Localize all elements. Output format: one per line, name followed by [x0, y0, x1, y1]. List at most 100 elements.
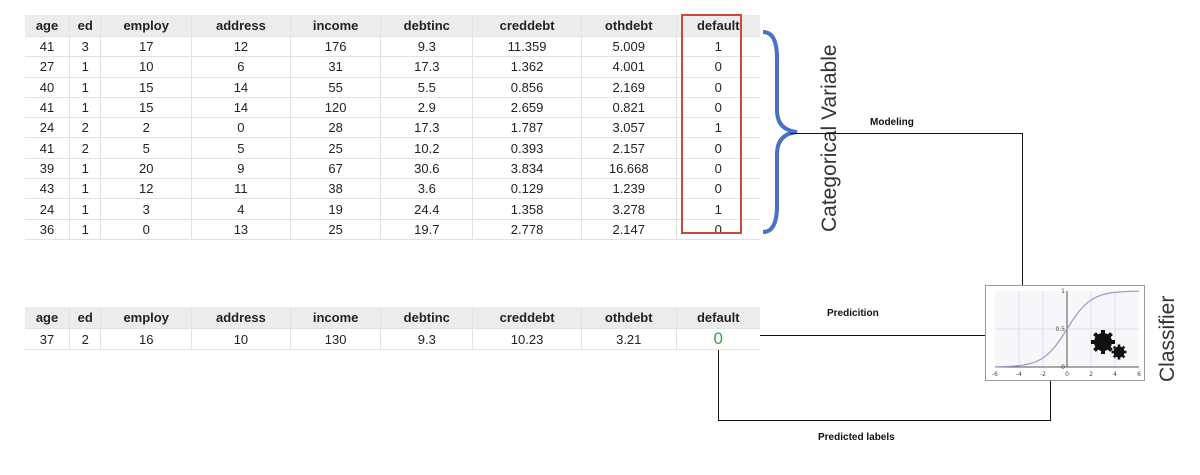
cell-age: 24 [25, 117, 71, 139]
y-tick-label: 1 [1061, 288, 1065, 295]
x-tick-label: 2 [1089, 371, 1093, 378]
cell-ed: 2 [69, 328, 102, 350]
cell-age: 43 [25, 178, 71, 200]
cell-creddebt: 0.129 [472, 178, 582, 200]
classifier-label: Classifier [1156, 295, 1179, 382]
cell-ed: 1 [69, 198, 102, 220]
cell-default: 0 [676, 178, 760, 200]
table-row: 24 2 2 0 28 17.3 1.787 3.057 1 [25, 117, 760, 139]
column-header-income: income [290, 15, 382, 37]
cell-age: 40 [25, 77, 71, 98]
cell-othdebt: 2.169 [581, 77, 677, 98]
cell-othdebt: 2.147 [581, 219, 677, 240]
predicted-default-value: 0 [676, 328, 760, 350]
cell-creddebt: 1.358 [472, 198, 582, 220]
training-table: age ed employ address income debtinc creddebt o… [25, 15, 760, 240]
cell-employ: 3 [100, 198, 192, 220]
x-tick-label: -4 [1016, 371, 1022, 378]
cell-othdebt: 2.157 [581, 137, 677, 159]
cell-ed: 1 [69, 56, 102, 78]
cell-creddebt: 2.778 [472, 219, 582, 240]
cell-creddebt: 11.359 [472, 36, 582, 58]
cell-default: 0 [676, 219, 760, 240]
cell-debtinc: 10.2 [380, 137, 474, 159]
cell-othdebt: 3.057 [581, 117, 677, 139]
cell-address: 11 [191, 178, 291, 200]
cell-income: 19 [290, 198, 382, 220]
cell-address: 12 [191, 36, 291, 58]
column-header-default: default [676, 307, 760, 329]
brace-icon [762, 30, 798, 234]
modeling-label: Modeling [870, 117, 914, 128]
table-row: 41 1 15 14 120 2.9 2.659 0.821 0 [25, 97, 760, 119]
y-tick-label: 0.5 [1055, 326, 1065, 333]
column-header-creddebt: creddebt [472, 307, 582, 329]
cell-employ: 10 [100, 56, 192, 78]
cell-income: 55 [290, 77, 382, 98]
predicted-labels-label: Predicted labels [818, 432, 895, 443]
cell-age: 39 [25, 158, 71, 180]
cell-income: 176 [290, 36, 382, 58]
cell-ed: 1 [69, 178, 102, 200]
table-row: 40 1 15 14 55 5.5 0.856 2.169 0 [25, 77, 760, 98]
cell-income: 25 [290, 137, 382, 159]
gears-icon [1091, 330, 1127, 360]
cell-default: 0 [676, 77, 760, 98]
cell-employ: 2 [100, 117, 192, 139]
column-header-address: address [191, 15, 291, 37]
cell-ed: 1 [69, 77, 102, 98]
column-header-income: income [290, 307, 382, 329]
cell-employ: 16 [100, 328, 192, 350]
classifier-sigmoid-chart: -6 -4 -2 0 2 4 6 1 0.5 0 [985, 285, 1145, 381]
table-row: 27 1 10 6 31 17.3 1.362 4.001 0 [25, 56, 760, 78]
cell-age: 36 [25, 219, 71, 240]
table-row: 24 1 3 4 19 24.4 1.358 3.278 1 [25, 198, 760, 220]
cell-othdebt: 5.009 [581, 36, 677, 58]
x-tick-label: -2 [1040, 371, 1046, 378]
prediction-table: age ed employ address income debtinc creddebt o… [25, 307, 760, 350]
cell-income: 25 [290, 219, 382, 240]
cell-debtinc: 30.6 [380, 158, 474, 180]
cell-employ: 20 [100, 158, 192, 180]
cell-employ: 15 [100, 97, 192, 119]
cell-debtinc: 2.9 [380, 97, 474, 119]
cell-employ: 15 [100, 77, 192, 98]
cell-debtinc: 17.3 [380, 56, 474, 78]
column-header-ed: ed [69, 307, 102, 329]
cell-age: 41 [25, 97, 71, 119]
default-column-highlight [681, 14, 742, 234]
cell-ed: 2 [69, 117, 102, 139]
cell-income: 31 [290, 56, 382, 78]
cell-default: 1 [676, 198, 760, 220]
modeling-connector-down [1022, 133, 1023, 285]
column-header-age: age [25, 15, 71, 37]
cell-income: 28 [290, 117, 382, 139]
cell-address: 6 [191, 56, 291, 78]
cell-ed: 2 [69, 137, 102, 159]
cell-debtinc: 9.3 [380, 36, 474, 58]
cell-ed: 3 [69, 36, 102, 58]
cell-creddebt: 1.362 [472, 56, 582, 78]
cell-address: 5 [191, 137, 291, 159]
cell-employ: 5 [100, 137, 192, 159]
cell-default: 1 [676, 117, 760, 139]
cell-age: 24 [25, 198, 71, 220]
cell-othdebt: 3.21 [581, 328, 677, 350]
cell-address: 0 [191, 117, 291, 139]
cell-creddebt: 0.393 [472, 137, 582, 159]
column-header-ed: ed [69, 15, 102, 37]
cell-ed: 1 [69, 219, 102, 240]
cell-creddebt: 2.659 [472, 97, 582, 119]
modeling-connector [790, 133, 1023, 134]
cell-creddebt: 10.23 [472, 328, 582, 350]
cell-address: 13 [191, 219, 291, 240]
cell-income: 120 [290, 97, 382, 119]
column-header-age: age [25, 307, 71, 329]
categorical-variable-label: Categorical Variable [818, 44, 841, 232]
column-header-employ: employ [100, 15, 192, 37]
cell-age: 27 [25, 56, 71, 78]
column-header-othdebt: othdebt [581, 15, 677, 37]
cell-othdebt: 0.821 [581, 97, 677, 119]
cell-default: 0 [676, 97, 760, 119]
prediction-label: Predicition [827, 308, 879, 319]
